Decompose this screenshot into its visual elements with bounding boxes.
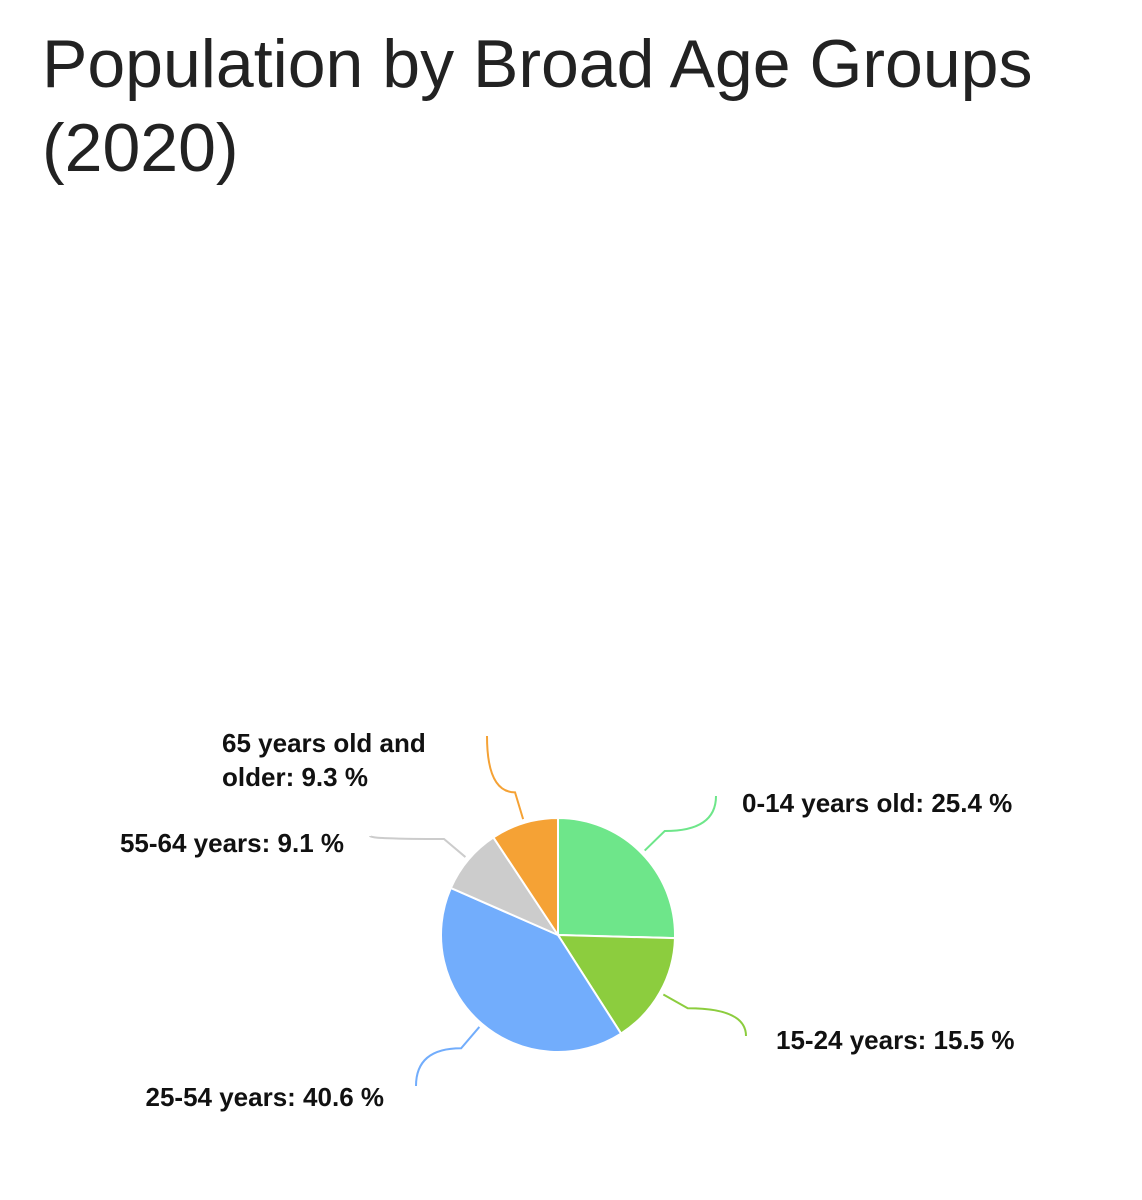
leader-line-15-24-years — [662, 993, 747, 1037]
data-label-55-64-years: 55-64 years: 9.1 % — [120, 828, 344, 858]
pie-slice-65-years-old-and-older — [492, 816, 559, 939]
chart-title: Population by Broad Age Groups (2020) — [42, 26, 1033, 186]
leader-line-55-64-years — [369, 835, 467, 858]
leader-line-0-14-years-old — [643, 795, 717, 852]
pie-slice-25-54-years — [440, 886, 623, 1053]
pie-slice-0-14-years-old — [557, 816, 676, 940]
data-label-65-years-old-and-older: 65 years old and older: 9.3 % — [222, 728, 426, 792]
pie-slice-15-24-years — [556, 933, 676, 1035]
data-label-15-24-years: 15-24 years: 15.5 % — [776, 1025, 1015, 1055]
leader-line-65-years-old-and-older — [486, 735, 525, 820]
data-label-25-54-years: 25-54 years: 40.6 % — [145, 1082, 384, 1112]
data-label-0-14-years-old: 0-14 years old: 25.4 % — [742, 788, 1012, 818]
leader-line-25-54-years — [415, 1026, 481, 1087]
